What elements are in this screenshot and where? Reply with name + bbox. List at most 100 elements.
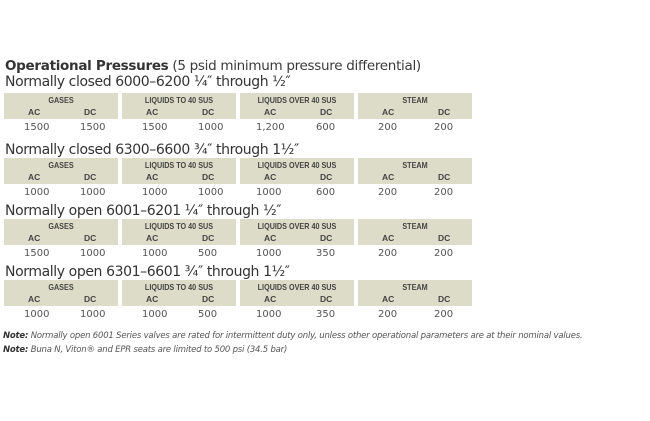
pressure-table: GASES AC DC 1000 1000 LIQUIDS TO 40 SUS AC DC 10… bbox=[4, 158, 474, 198]
header-gases: GASES AC DC bbox=[4, 93, 118, 119]
dc-label: DC bbox=[438, 172, 451, 182]
section-label: Normally closed 6000–6200 ¼″ through ½″ bbox=[5, 74, 291, 90]
value-steam-dc: 200 bbox=[434, 187, 454, 198]
pressure-table: GASES AC DC 1500 1500 LIQUIDS TO 40 SUS AC DC 15… bbox=[4, 93, 474, 133]
value-liquids-to-40-sus-ac: 1500 bbox=[142, 122, 168, 133]
ac-label: AC bbox=[264, 107, 277, 117]
column-group-label: LIQUIDS TO 40 SUS bbox=[144, 160, 214, 170]
ac-label: AC bbox=[28, 107, 41, 117]
header-liquids-to-40-sus: LIQUIDS TO 40 SUS AC DC bbox=[122, 219, 236, 245]
header-gases: GASES AC DC bbox=[4, 219, 118, 245]
value-liquids-to-40-sus-dc: 1000 bbox=[198, 122, 224, 133]
header-gases: GASES AC DC bbox=[4, 158, 118, 184]
dc-label: DC bbox=[84, 233, 97, 243]
note-text: Normally open 6001 Series valves are rat… bbox=[28, 331, 583, 341]
header-liquids-over-40-sus: LIQUIDS OVER 40 SUS AC DC bbox=[240, 219, 354, 245]
column-group-label: LIQUIDS OVER 40 SUS bbox=[257, 95, 337, 105]
dc-label: DC bbox=[438, 233, 451, 243]
value-liquids-over-40-sus-ac: 1,200 bbox=[256, 122, 285, 133]
column-group-label: LIQUIDS TO 40 SUS bbox=[144, 221, 214, 231]
column-group-label: GASES bbox=[48, 221, 74, 231]
ac-label: AC bbox=[382, 107, 395, 117]
section-label: Normally open 6301–6601 ¾″ through 1½″ bbox=[5, 264, 290, 280]
value-liquids-to-40-sus-dc: 1000 bbox=[198, 187, 224, 198]
section-title: Operational Pressures (5 psid minimum pr… bbox=[5, 58, 421, 74]
value-liquids-over-40-sus-dc: 600 bbox=[316, 187, 336, 198]
column-group-label: STEAM bbox=[402, 282, 428, 292]
value-steam-ac: 200 bbox=[378, 187, 398, 198]
value-gases-dc: 1000 bbox=[80, 309, 106, 320]
header-steam: STEAM AC DC bbox=[358, 219, 472, 245]
header-steam: STEAM AC DC bbox=[358, 158, 472, 184]
dc-label: DC bbox=[320, 172, 333, 182]
dc-label: DC bbox=[202, 233, 215, 243]
value-steam-ac: 200 bbox=[378, 309, 398, 320]
ac-label: AC bbox=[264, 294, 277, 304]
dc-label: DC bbox=[320, 294, 333, 304]
column-group-label: STEAM bbox=[402, 95, 428, 105]
value-gases-dc: 1000 bbox=[80, 187, 106, 198]
value-steam-dc: 200 bbox=[434, 309, 454, 320]
value-liquids-to-40-sus-ac: 1000 bbox=[142, 248, 168, 259]
ac-label: AC bbox=[146, 107, 159, 117]
ac-label: AC bbox=[28, 233, 41, 243]
header-liquids-over-40-sus: LIQUIDS OVER 40 SUS AC DC bbox=[240, 158, 354, 184]
ac-label: AC bbox=[146, 172, 159, 182]
section-label: Normally open 6001–6201 ¼″ through ½″ bbox=[5, 203, 282, 219]
ac-label: AC bbox=[28, 172, 41, 182]
header-liquids-to-40-sus: LIQUIDS TO 40 SUS AC DC bbox=[122, 280, 236, 306]
header-gases: GASES AC DC bbox=[4, 280, 118, 306]
column-group-label: LIQUIDS OVER 40 SUS bbox=[257, 160, 337, 170]
value-gases-ac: 1000 bbox=[24, 187, 50, 198]
value-steam-ac: 200 bbox=[378, 122, 398, 133]
dc-label: DC bbox=[84, 107, 97, 117]
column-group-label: GASES bbox=[48, 160, 74, 170]
ac-label: AC bbox=[146, 233, 159, 243]
pressure-table: GASES AC DC 1000 1000 LIQUIDS TO 40 SUS AC DC 10… bbox=[4, 280, 474, 320]
column-group-label: GASES bbox=[48, 95, 74, 105]
value-liquids-over-40-sus-ac: 1000 bbox=[256, 187, 282, 198]
pressure-table: GASES AC DC 1500 1000 LIQUIDS TO 40 SUS AC DC 10… bbox=[4, 219, 474, 259]
note-2: Note: Buna N, Viton® and EPR seats are l… bbox=[3, 345, 287, 355]
value-liquids-over-40-sus-ac: 1000 bbox=[256, 248, 282, 259]
ac-label: AC bbox=[264, 172, 277, 182]
ac-label: AC bbox=[382, 172, 395, 182]
value-gases-ac: 1500 bbox=[24, 248, 50, 259]
dc-label: DC bbox=[438, 294, 451, 304]
header-liquids-over-40-sus: LIQUIDS OVER 40 SUS AC DC bbox=[240, 93, 354, 119]
ac-label: AC bbox=[264, 233, 277, 243]
ac-label: AC bbox=[146, 294, 159, 304]
value-gases-ac: 1500 bbox=[24, 122, 50, 133]
dc-label: DC bbox=[202, 107, 215, 117]
note-text: Buna N, Viton® and EPR seats are limited… bbox=[28, 345, 288, 355]
title-bold: Operational Pressures bbox=[5, 58, 169, 74]
header-liquids-to-40-sus: LIQUIDS TO 40 SUS AC DC bbox=[122, 158, 236, 184]
value-liquids-over-40-sus-dc: 350 bbox=[316, 309, 336, 320]
value-steam-dc: 200 bbox=[434, 122, 454, 133]
value-steam-dc: 200 bbox=[434, 248, 454, 259]
column-group-label: LIQUIDS OVER 40 SUS bbox=[257, 221, 337, 231]
header-liquids-to-40-sus: LIQUIDS TO 40 SUS AC DC bbox=[122, 93, 236, 119]
value-liquids-over-40-sus-ac: 1000 bbox=[256, 309, 282, 320]
dc-label: DC bbox=[202, 172, 215, 182]
column-group-label: STEAM bbox=[402, 221, 428, 231]
value-gases-ac: 1000 bbox=[24, 309, 50, 320]
dc-label: DC bbox=[84, 172, 97, 182]
column-group-label: LIQUIDS OVER 40 SUS bbox=[257, 282, 337, 292]
column-group-label: STEAM bbox=[402, 160, 428, 170]
note-1: Note: Normally open 6001 Series valves a… bbox=[3, 331, 583, 341]
column-group-label: LIQUIDS TO 40 SUS bbox=[144, 95, 214, 105]
ac-label: AC bbox=[382, 233, 395, 243]
column-group-label: GASES bbox=[48, 282, 74, 292]
value-gases-dc: 1500 bbox=[80, 122, 106, 133]
note-label: Note: bbox=[3, 345, 29, 355]
value-liquids-to-40-sus-ac: 1000 bbox=[142, 187, 168, 198]
dc-label: DC bbox=[320, 233, 333, 243]
title-rest: (5 psid minimum pressure differential) bbox=[168, 58, 421, 74]
note-label: Note: bbox=[3, 331, 29, 341]
dc-label: DC bbox=[84, 294, 97, 304]
dc-label: DC bbox=[320, 107, 333, 117]
value-steam-ac: 200 bbox=[378, 248, 398, 259]
value-liquids-to-40-sus-dc: 500 bbox=[198, 309, 218, 320]
value-liquids-over-40-sus-dc: 600 bbox=[316, 122, 336, 133]
